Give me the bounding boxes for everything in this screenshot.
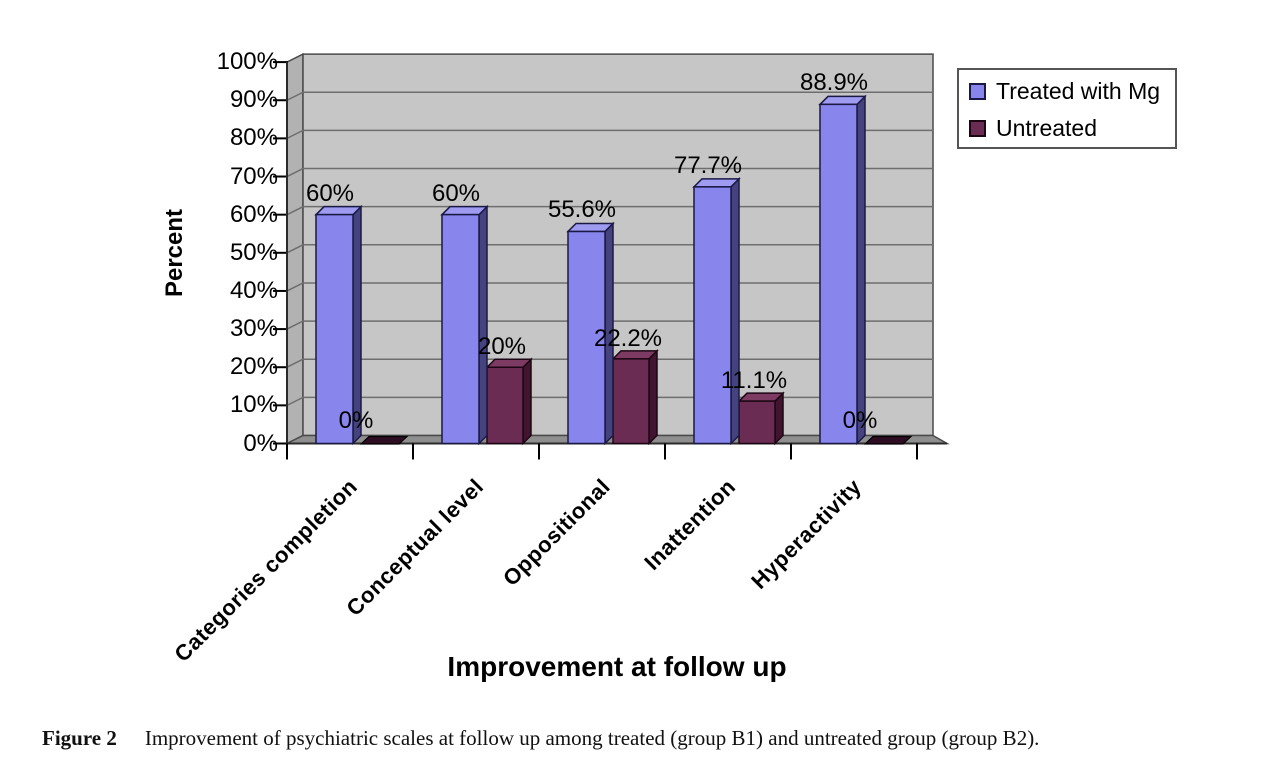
gridline-side-connector — [286, 358, 304, 368]
bar-Treated with Mg — [567, 230, 606, 445]
data-label: 55.6% — [547, 196, 617, 224]
bar-top — [566, 222, 615, 233]
data-label: 60% — [305, 179, 355, 207]
data-label: 11.1% — [720, 367, 788, 395]
y-tick-label: 90% — [229, 86, 278, 114]
y-tick-label: 70% — [229, 162, 278, 190]
data-label: 60% — [431, 179, 481, 207]
gridline-side-connector — [286, 129, 304, 140]
y-tick-label: 0% — [243, 429, 278, 457]
gridline-side-connector — [286, 320, 304, 330]
y-tick-label: 30% — [229, 315, 278, 343]
legend-label-treated: Treated with Mg — [996, 78, 1161, 104]
bar-top — [440, 205, 489, 216]
gridline-side-connector — [286, 244, 304, 254]
bar-Untreated — [738, 400, 776, 445]
bar-Untreated — [486, 366, 524, 445]
bar-side — [522, 357, 532, 446]
data-label: 88.9% — [799, 69, 869, 97]
bar-top — [818, 95, 867, 106]
legend: Treated with Mg Untreated — [957, 68, 1177, 149]
bar-zero-Untreated — [863, 435, 913, 445]
data-label: 0% — [338, 407, 374, 434]
legend-item-untreated: Untreated — [969, 110, 1175, 147]
y-tick-label: 100% — [216, 48, 278, 76]
bar-side — [648, 349, 658, 446]
bar-side — [730, 177, 740, 446]
y-tick-label: 80% — [229, 124, 278, 152]
bar-Treated with Mg — [693, 186, 732, 445]
figure-caption: Figure 2 Improvement of psychiatric scale… — [42, 726, 1254, 751]
x-axis-title: Improvement at follow up — [447, 651, 787, 682]
gridline-side-connector — [286, 396, 304, 407]
legend-swatch-untreated-icon — [969, 120, 986, 137]
legend-swatch-treated-icon — [969, 83, 986, 100]
gridline-side-connector — [286, 91, 304, 101]
legend-item-treated: Treated with Mg — [969, 73, 1175, 110]
gridline-side-connector — [286, 205, 304, 216]
data-label: 22.2% — [593, 324, 663, 352]
data-label: 77.7% — [673, 151, 743, 179]
bar-side — [856, 94, 866, 446]
gridline-side-connector — [286, 282, 304, 292]
y-tick-label: 10% — [229, 391, 278, 419]
bar-Treated with Mg — [315, 213, 354, 445]
y-tick-label: 60% — [229, 200, 278, 228]
bar-top — [692, 178, 741, 188]
y-tick-label: 50% — [229, 238, 278, 266]
y-tick-label: 20% — [229, 353, 278, 381]
bar-Untreated — [612, 358, 650, 445]
y-axis-title: Percent — [161, 208, 188, 298]
bar-Treated with Mg — [819, 103, 858, 445]
data-label: 0% — [842, 407, 878, 434]
figure-caption-text: Improvement of psychiatric scales at fol… — [144, 726, 1040, 750]
bar-Treated with Mg — [441, 213, 480, 445]
bar-zero-Untreated — [359, 435, 409, 445]
figure-caption-label: Figure 2 — [42, 726, 117, 750]
legend-label-untreated: Untreated — [996, 115, 1098, 141]
bar-side — [478, 204, 488, 446]
gridline-side-connector — [286, 167, 304, 178]
y-tick-label: 40% — [229, 276, 278, 304]
data-label: 20% — [477, 333, 527, 361]
bar-top — [314, 205, 363, 216]
